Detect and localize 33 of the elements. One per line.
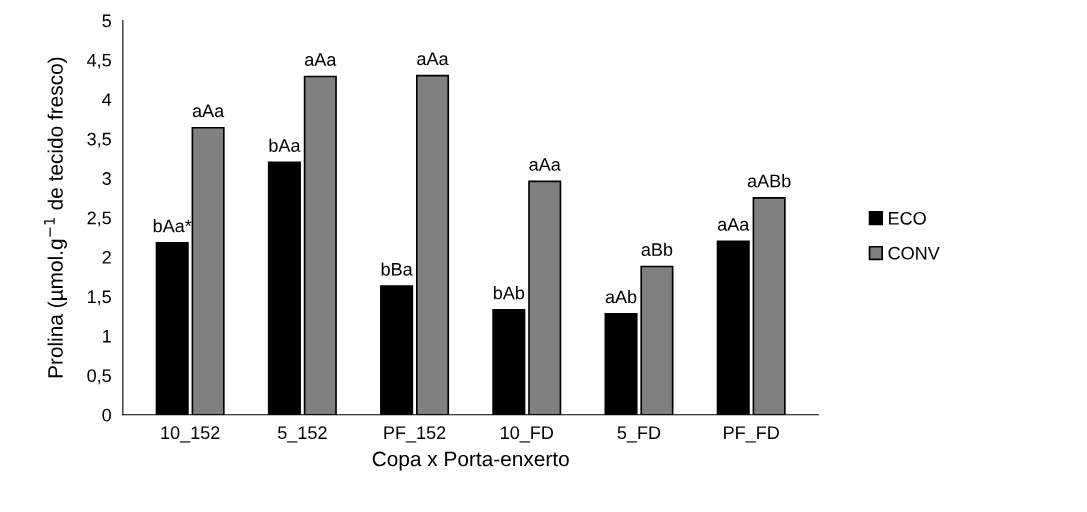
y-tick-label: 2 [102,250,111,264]
data-label: aAa [305,53,337,66]
legend-label: ECO [889,211,926,225]
y-tick-label: 1 [103,329,111,343]
y-axis-title: Prolina (µmol.g$^{−1}$ de tecido fresco) [44,57,67,378]
data-label: aAa [717,218,750,231]
x-axis-title: Copa x Porta-enxerto [372,451,569,471]
data-label: aAa [417,52,449,66]
data-label: bAb [493,286,525,300]
y-tick-label: 4,5 [87,54,111,69]
y-tick-label: 3 [102,172,111,185]
y-tick-label: 1,5 [88,290,111,306]
x-tick-label: 5_152 [277,426,327,443]
x-tick-label: 10_FD [501,426,554,443]
x-tick-label: PF_FD [724,426,779,443]
y-tick-label: 0,5 [87,369,111,385]
y-tick-label: 3,5 [87,132,111,148]
x-tick-label: 5_FD [617,426,661,443]
data-label: aBb [641,242,673,256]
data-label: aAb [605,290,637,304]
data-label: bAa [269,138,301,152]
data-label: bAa* [153,219,192,233]
y-tick-label: 5 [102,14,111,28]
legend-label: CONV [888,246,940,260]
data-label: aAa [192,104,225,118]
data-label: aAa [529,158,561,171]
data-label: bBa [381,262,413,276]
y-tick-label: 0 [102,408,112,422]
y-tick-label: 4 [102,93,112,106]
data-label: aABb [747,174,791,188]
x-tick-label: PF_152 [384,426,446,443]
x-tick-label: 10_152 [161,426,220,443]
y-tick-label: 2,5 [87,211,111,227]
